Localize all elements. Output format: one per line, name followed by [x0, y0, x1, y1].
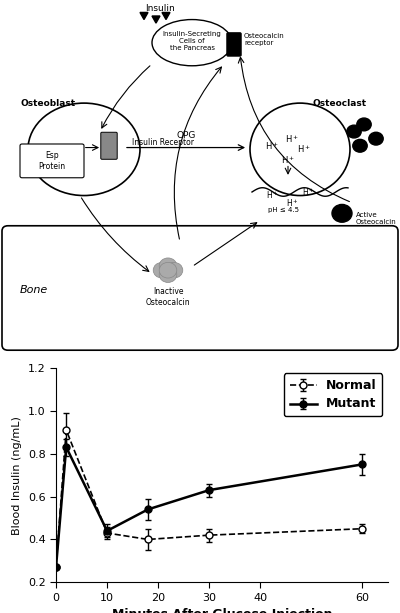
- Polygon shape: [140, 12, 148, 20]
- Circle shape: [347, 125, 361, 138]
- FancyBboxPatch shape: [2, 226, 398, 350]
- Ellipse shape: [28, 103, 140, 196]
- Text: H$^+$: H$^+$: [302, 186, 314, 198]
- Text: H$^+$: H$^+$: [297, 143, 311, 155]
- Polygon shape: [152, 16, 160, 23]
- Text: Insulin-Secreting
Cells of
the Pancreas: Insulin-Secreting Cells of the Pancreas: [163, 31, 221, 51]
- Text: Bone: Bone: [20, 285, 48, 295]
- Text: H$^+$: H$^+$: [281, 154, 295, 166]
- Circle shape: [332, 204, 352, 223]
- Circle shape: [159, 258, 177, 273]
- Circle shape: [159, 267, 177, 283]
- Text: H$^+$: H$^+$: [286, 197, 298, 208]
- Text: Insulin Receptor: Insulin Receptor: [132, 138, 194, 147]
- Circle shape: [369, 132, 383, 145]
- Text: Insulin: Insulin: [145, 4, 175, 13]
- Circle shape: [357, 118, 371, 131]
- FancyBboxPatch shape: [227, 32, 241, 56]
- Ellipse shape: [250, 103, 350, 196]
- Circle shape: [159, 262, 177, 278]
- X-axis label: Minutes After Glucose Injection: Minutes After Glucose Injection: [112, 608, 332, 613]
- Text: Esp
Protein: Esp Protein: [38, 151, 66, 171]
- Text: OPG: OPG: [176, 131, 196, 140]
- Text: pH ≤ 4.5: pH ≤ 4.5: [268, 207, 300, 213]
- Text: Osteoclast: Osteoclast: [313, 99, 367, 108]
- Circle shape: [165, 262, 183, 278]
- Text: H$^+$: H$^+$: [266, 189, 278, 202]
- Text: Inactive
Osteocalcin: Inactive Osteocalcin: [146, 287, 190, 306]
- Text: H$^+$: H$^+$: [285, 133, 299, 145]
- Text: Osteocalcin
receptor: Osteocalcin receptor: [244, 32, 285, 45]
- Text: Osteoblast: Osteoblast: [20, 99, 76, 108]
- Legend: Normal, Mutant: Normal, Mutant: [284, 373, 382, 416]
- Circle shape: [153, 262, 171, 278]
- FancyBboxPatch shape: [20, 144, 84, 178]
- Circle shape: [353, 139, 367, 152]
- Text: Active
Osteocalcin: Active Osteocalcin: [356, 212, 397, 225]
- FancyBboxPatch shape: [101, 132, 117, 159]
- Polygon shape: [162, 12, 170, 20]
- Text: H$^+$: H$^+$: [265, 140, 279, 151]
- Y-axis label: Blood Insulin (ng/mL): Blood Insulin (ng/mL): [12, 416, 22, 535]
- Ellipse shape: [152, 20, 232, 66]
